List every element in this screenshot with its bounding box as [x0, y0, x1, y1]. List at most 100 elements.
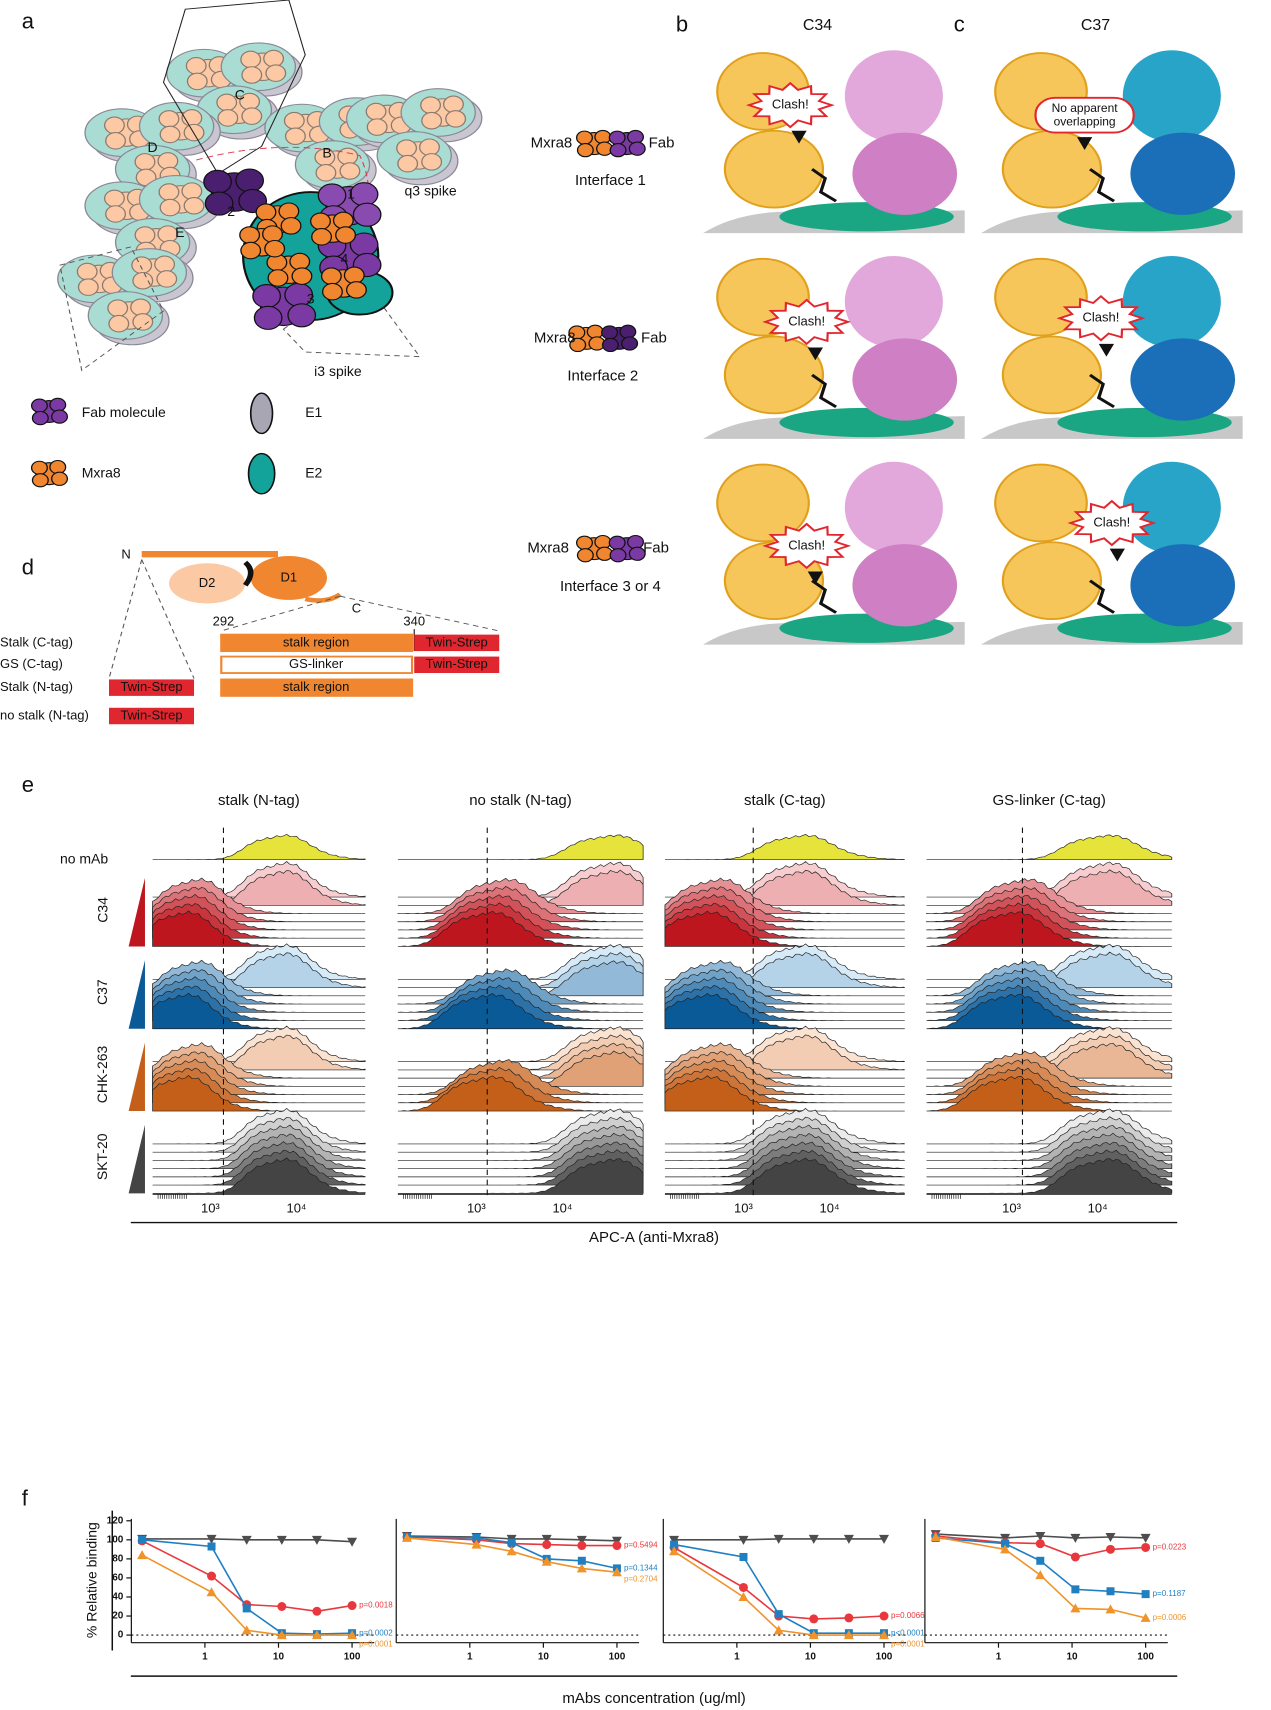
x-tick-label: 100: [876, 1652, 893, 1663]
lobe-part: [265, 64, 287, 82]
lobe-part: [366, 118, 388, 136]
lobe-part: [397, 154, 419, 173]
marker: [1105, 1544, 1115, 1554]
marker: [206, 1587, 217, 1597]
x-tick-label: 10³: [734, 1200, 753, 1215]
lobe-part: [608, 535, 626, 550]
lobe-part: [421, 111, 443, 130]
marker: [577, 1541, 587, 1551]
label: N: [121, 547, 130, 562]
lobe-part: [396, 139, 418, 157]
lobe-part: [253, 305, 283, 330]
lobe-part: [240, 50, 262, 69]
legend-icon: [247, 452, 276, 495]
mxra8-ghost: [103, 115, 150, 150]
marker: [1141, 1590, 1150, 1599]
fab-domain: [1130, 544, 1236, 627]
x-tick-label: 1: [467, 1652, 473, 1663]
lobe-part: [131, 256, 153, 274]
dose-wedge: [128, 1042, 145, 1112]
glycan: [1089, 168, 1115, 203]
lobe-part: [159, 125, 181, 144]
fab-domain: [1122, 256, 1221, 348]
lobe-part: [335, 226, 357, 244]
marker: [1001, 1539, 1010, 1548]
dose-wedge: [128, 877, 145, 947]
lobe-part: [240, 241, 262, 260]
asymmetric-unit-outline: [162, 0, 306, 175]
twin-strep-tag: [414, 656, 500, 674]
series-line: [142, 1539, 353, 1635]
mxra8-ghost: [131, 255, 178, 290]
marker: [669, 1535, 680, 1545]
lobe-part: [628, 546, 646, 561]
series-line: [935, 1537, 1146, 1595]
marker: [1071, 1585, 1080, 1594]
label: B: [322, 144, 331, 160]
shape-layer: [30, 0, 1243, 1224]
marker: [311, 1630, 322, 1640]
lobe-part: [291, 267, 313, 285]
p-value-label: p=0.0001: [359, 1639, 393, 1648]
callout-burst: [745, 81, 835, 129]
panel-label: e: [22, 772, 34, 797]
marker: [472, 1533, 481, 1542]
marker: [879, 1534, 890, 1544]
lobe-part: [158, 110, 180, 128]
series-line: [141, 1540, 353, 1613]
column-title: stalk (C-tag): [744, 792, 826, 809]
marker: [276, 1630, 287, 1640]
lobe-part: [339, 162, 361, 180]
y-tick-label: 40: [112, 1592, 124, 1603]
lobe-part: [51, 409, 69, 424]
marker: [879, 1630, 890, 1640]
marker: [577, 1556, 586, 1565]
twin-strep-tag: [414, 634, 500, 652]
series-line: [406, 1535, 617, 1542]
x-tick-label: 10⁴: [820, 1200, 840, 1215]
marker: [1000, 1544, 1011, 1554]
histogram: [926, 911, 1172, 947]
lobe-part: [183, 196, 205, 215]
marker: [1105, 1604, 1116, 1614]
label: 292: [213, 613, 235, 628]
lobe-part: [255, 203, 277, 221]
lobe-part: [204, 191, 234, 216]
marker: [542, 1540, 552, 1550]
lobe-part: [181, 182, 203, 200]
mxra8-ghost: [314, 147, 361, 182]
arrow: [1098, 343, 1115, 357]
lobe-part: [343, 266, 365, 285]
lobe-part: [442, 95, 464, 114]
histogram: [397, 1158, 644, 1194]
label: Clash!: [1093, 514, 1130, 529]
label: D: [148, 139, 158, 155]
marker: [506, 1546, 517, 1556]
marker: [471, 1539, 482, 1549]
label: Mxra8: [527, 540, 569, 557]
mxra8-icon: [568, 324, 606, 353]
dose-wedge: [128, 960, 145, 1029]
x-tick-label: 100: [344, 1652, 361, 1663]
mxra8-ghost: [240, 49, 287, 84]
row-label: C34: [94, 897, 110, 923]
p-value-label: p<0.0001: [891, 1628, 925, 1637]
lobe-part: [608, 130, 626, 145]
marker: [1070, 1603, 1081, 1613]
p-value-label: p=0.0006: [1153, 1613, 1187, 1622]
mxra8-d2: [723, 335, 825, 415]
lobe-part: [576, 548, 594, 563]
lobe-part: [317, 183, 347, 208]
row-label: CHK-263: [94, 1045, 110, 1103]
label: stalk region: [283, 679, 349, 694]
panel-label: f: [22, 1485, 29, 1510]
x-tick-label: 1: [734, 1652, 740, 1663]
mxra8-ghost: [158, 109, 205, 144]
y-tick-label: 120: [107, 1515, 124, 1526]
series-line: [673, 1543, 884, 1634]
d2-domain: [168, 563, 246, 604]
axis-title: mAbs concentration (ug/ml): [562, 1690, 745, 1707]
label: Interface 2: [567, 368, 638, 385]
